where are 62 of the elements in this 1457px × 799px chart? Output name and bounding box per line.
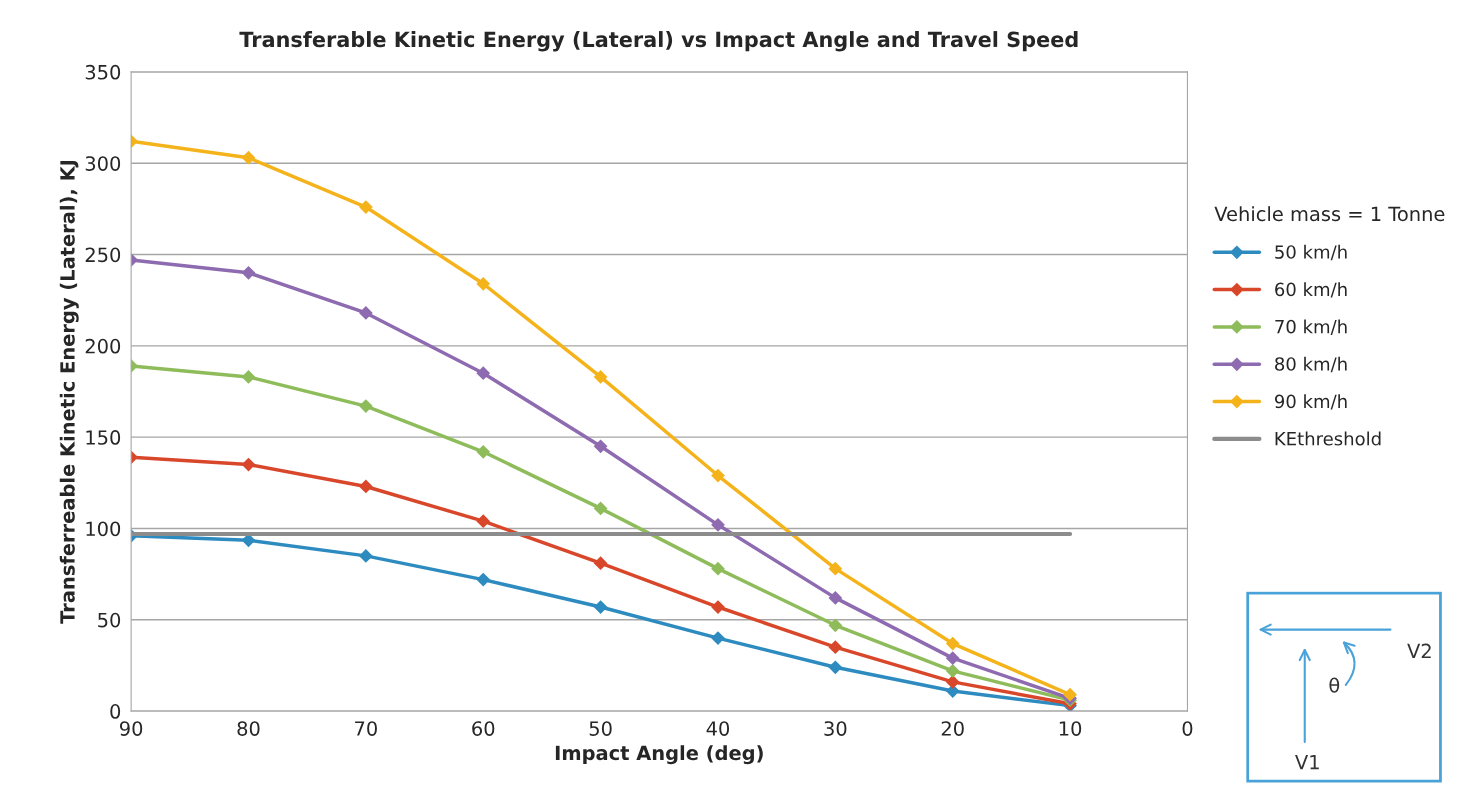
point: [828, 640, 843, 655]
point: [358, 306, 373, 320]
point: [593, 600, 608, 614]
legend-label: KEthreshold: [1275, 431, 1381, 446]
point: [241, 265, 256, 280]
x-tick-label: 40: [706, 721, 730, 736]
point: [711, 468, 725, 483]
point: [241, 370, 256, 384]
point: [828, 660, 843, 675]
point: [476, 572, 491, 587]
y-tick-label: 100: [86, 521, 121, 537]
x-tick-label: 50: [589, 721, 612, 736]
point: [358, 200, 373, 214]
point: [945, 664, 960, 678]
x-tick-label: 10: [1059, 721, 1082, 736]
legend-label: 90 km/h: [1274, 394, 1347, 410]
x-tick-label: 30: [824, 721, 847, 736]
y-tick-label: 200: [85, 338, 121, 354]
point: [476, 514, 491, 529]
point: [593, 370, 608, 384]
point: [945, 636, 960, 651]
legend-label: 60 km/h: [1275, 282, 1347, 298]
legend-label: 50 km/h: [1275, 244, 1347, 261]
legend-title: Vehicle mass = 1 Tonne: [1214, 206, 1445, 222]
point: [828, 618, 843, 633]
text: V2: [1407, 643, 1431, 658]
point: [711, 561, 725, 576]
point: [476, 444, 491, 459]
x-tick-label: 90: [119, 721, 143, 736]
point: [828, 561, 843, 576]
x-tick-label: 0: [1182, 721, 1193, 736]
point: [593, 556, 608, 571]
point: [593, 439, 608, 454]
x-tick-label: 70: [355, 721, 377, 736]
text: V1: [1295, 755, 1319, 770]
y-tick-label: 300: [85, 156, 121, 171]
point: [241, 150, 256, 165]
y-tick-label: 350: [85, 64, 121, 80]
y-tick-label: 0: [110, 704, 121, 719]
legend-label: 80 km/h: [1275, 356, 1347, 373]
y-tick-label: 50: [98, 612, 121, 628]
point: [358, 479, 373, 494]
x-axis-title: Impact Angle (deg): [555, 745, 763, 765]
point: [593, 501, 608, 516]
point: [828, 591, 843, 605]
point: [476, 276, 491, 291]
x-tick-label: 20: [941, 721, 964, 736]
point: [476, 366, 491, 381]
x-tick-label: 80: [237, 721, 260, 736]
legend-label: 70 km/h: [1275, 319, 1347, 335]
text: θ: [1329, 677, 1340, 693]
point: [358, 399, 373, 413]
point: [945, 675, 960, 689]
y-tick-label: 250: [85, 247, 121, 263]
y-axis-title: Transferreable Kinetic Energy (Lateral), KJ: [59, 160, 79, 624]
point: [358, 549, 373, 563]
point: [711, 517, 725, 532]
y-tick-label: 150: [86, 430, 121, 445]
point: [1063, 687, 1077, 702]
x-tick-label: 60: [472, 721, 495, 736]
chart-title: Transferable Kinetic Energy (Lateral) vs Impact Angle and Travel Speed: [239, 31, 1078, 52]
point: [945, 651, 960, 666]
